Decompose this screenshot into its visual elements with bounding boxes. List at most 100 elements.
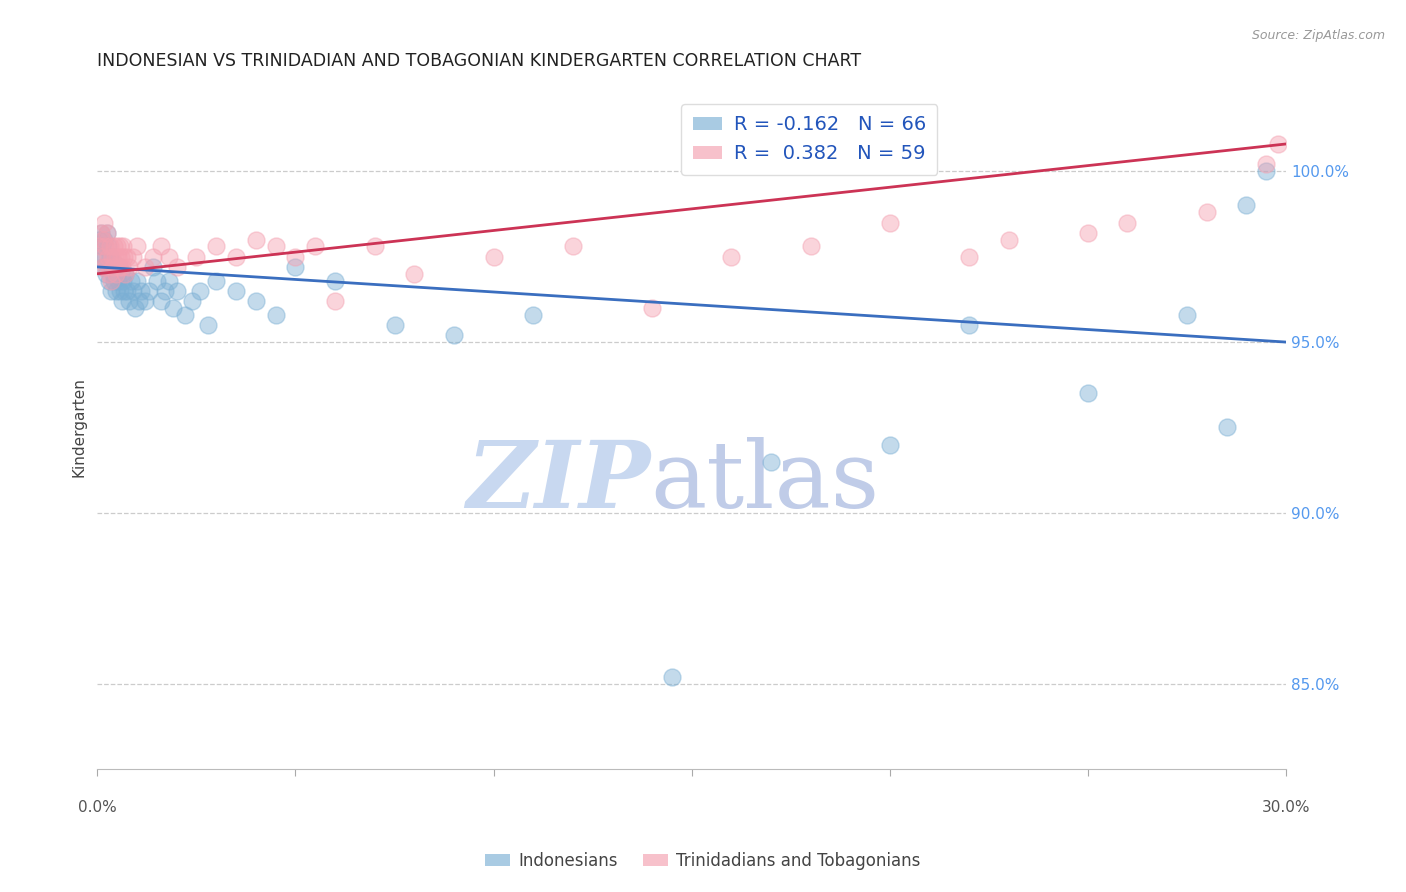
Point bbox=[1215, 420, 1237, 434]
Point bbox=[197, 318, 219, 332]
Legend: Indonesians, Trinidadians and Tobagonians: Indonesians, Trinidadians and Tobagonian… bbox=[478, 846, 928, 877]
Point bbox=[245, 294, 267, 309]
Point bbox=[134, 260, 156, 274]
Y-axis label: Kindergarten: Kindergarten bbox=[72, 377, 86, 477]
Point bbox=[110, 250, 132, 264]
Point bbox=[103, 267, 125, 281]
Point bbox=[93, 215, 115, 229]
Point bbox=[641, 301, 664, 315]
Point bbox=[142, 260, 165, 274]
Point bbox=[89, 250, 111, 264]
Point bbox=[125, 274, 148, 288]
Point bbox=[190, 284, 212, 298]
Point bbox=[957, 318, 980, 332]
Point bbox=[103, 260, 125, 274]
Point bbox=[112, 250, 135, 264]
Point bbox=[661, 670, 683, 684]
Point bbox=[122, 250, 145, 264]
Point bbox=[96, 226, 118, 240]
Point bbox=[384, 318, 406, 332]
Point bbox=[181, 294, 204, 309]
Point bbox=[304, 239, 326, 253]
Point bbox=[107, 274, 129, 288]
Point bbox=[1175, 308, 1198, 322]
Point bbox=[105, 239, 128, 253]
Point bbox=[101, 260, 124, 274]
Point bbox=[115, 250, 138, 264]
Text: atlas: atlas bbox=[650, 437, 879, 527]
Point bbox=[97, 239, 120, 253]
Point bbox=[157, 274, 180, 288]
Point bbox=[111, 260, 134, 274]
Point bbox=[112, 274, 135, 288]
Point bbox=[522, 308, 544, 322]
Point bbox=[105, 267, 128, 281]
Point bbox=[91, 233, 114, 247]
Point bbox=[225, 250, 247, 264]
Point bbox=[100, 239, 122, 253]
Point bbox=[114, 267, 136, 281]
Point bbox=[108, 260, 131, 274]
Text: 0.0%: 0.0% bbox=[77, 799, 117, 814]
Point bbox=[1256, 164, 1278, 178]
Text: ZIP: ZIP bbox=[465, 437, 650, 527]
Point bbox=[90, 250, 112, 264]
Point bbox=[98, 267, 121, 281]
Point bbox=[96, 260, 118, 274]
Point bbox=[1077, 386, 1099, 401]
Legend: R = -0.162   N = 66, R =  0.382   N = 59: R = -0.162 N = 66, R = 0.382 N = 59 bbox=[681, 103, 938, 175]
Point bbox=[284, 260, 307, 274]
Point bbox=[104, 250, 127, 264]
Point bbox=[799, 239, 821, 253]
Point bbox=[128, 294, 150, 309]
Point bbox=[114, 267, 136, 281]
Point bbox=[101, 250, 124, 264]
Point bbox=[98, 274, 121, 288]
Point bbox=[264, 308, 287, 322]
Point bbox=[166, 260, 188, 274]
Point bbox=[90, 226, 112, 240]
Text: 30.0%: 30.0% bbox=[1261, 799, 1310, 814]
Point bbox=[103, 274, 125, 288]
Point bbox=[112, 239, 135, 253]
Point bbox=[89, 239, 111, 253]
Point bbox=[1234, 198, 1257, 212]
Point bbox=[120, 274, 142, 288]
Point bbox=[957, 250, 980, 264]
Point bbox=[93, 233, 115, 247]
Point bbox=[149, 239, 172, 253]
Point bbox=[91, 239, 114, 253]
Point bbox=[138, 284, 160, 298]
Point bbox=[100, 284, 122, 298]
Point bbox=[118, 260, 141, 274]
Point bbox=[100, 274, 122, 288]
Point bbox=[245, 233, 267, 247]
Point bbox=[104, 256, 127, 270]
Point bbox=[108, 260, 131, 274]
Point bbox=[162, 301, 184, 315]
Point bbox=[89, 233, 111, 247]
Point bbox=[157, 250, 180, 264]
Point bbox=[363, 239, 385, 253]
Point bbox=[205, 274, 228, 288]
Point bbox=[129, 284, 152, 298]
Point bbox=[323, 274, 346, 288]
Text: INDONESIAN VS TRINIDADIAN AND TOBAGONIAN KINDERGARTEN CORRELATION CHART: INDONESIAN VS TRINIDADIAN AND TOBAGONIAN… bbox=[97, 53, 862, 70]
Point bbox=[264, 239, 287, 253]
Point bbox=[404, 267, 426, 281]
Point bbox=[103, 239, 125, 253]
Point bbox=[879, 437, 901, 451]
Point bbox=[94, 250, 117, 264]
Point bbox=[142, 250, 165, 264]
Point bbox=[443, 328, 465, 343]
Point bbox=[166, 284, 188, 298]
Point bbox=[125, 239, 148, 253]
Point bbox=[720, 250, 742, 264]
Point bbox=[115, 284, 138, 298]
Point bbox=[105, 284, 128, 298]
Point bbox=[225, 284, 247, 298]
Point bbox=[323, 294, 346, 309]
Point bbox=[153, 284, 176, 298]
Point bbox=[284, 250, 307, 264]
Point bbox=[110, 284, 132, 298]
